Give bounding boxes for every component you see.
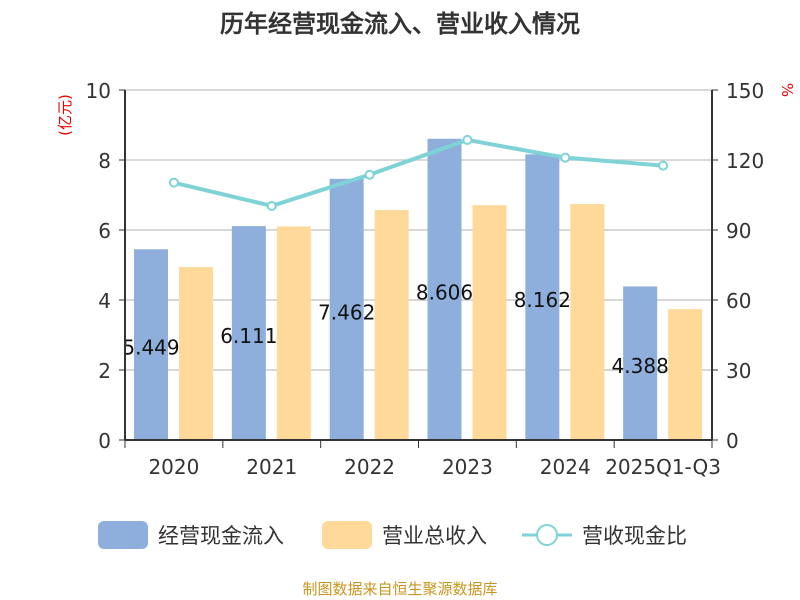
left-tick-label: 2 — [98, 359, 111, 383]
line-point — [168, 177, 179, 188]
right-tick-label: 150 — [726, 79, 764, 103]
right-tick-label: 60 — [726, 289, 751, 313]
bar-经营现金流入 — [427, 138, 462, 441]
x-tick-label: 2020 — [148, 455, 199, 479]
bar-营业总收入 — [276, 226, 311, 440]
left-tick-label: 0 — [98, 429, 111, 453]
legend-swatch — [536, 524, 558, 546]
line-point — [560, 152, 571, 163]
chart-title: 历年经营现金流入、营业收入情况 — [220, 10, 580, 38]
bar-data-label: 5.449 — [122, 336, 179, 360]
right-tick-label: 30 — [726, 359, 751, 383]
x-tick-label: 2025Q1-Q3 — [605, 455, 721, 479]
right-tick-label: 0 — [726, 429, 739, 453]
bar-data-label: 4.388 — [612, 354, 669, 378]
left-axis-label: (亿元) — [56, 94, 74, 136]
bar-经营现金流入 — [134, 249, 168, 440]
bar-营业总收入 — [570, 204, 605, 440]
legend-label: 经营现金流入 — [158, 524, 284, 548]
legend-swatch — [98, 521, 148, 549]
bar-经营现金流入 — [329, 178, 364, 440]
left-tick-label: 6 — [98, 219, 111, 243]
legend-label: 营收现金比 — [582, 524, 687, 548]
bar-经营现金流入 — [231, 226, 266, 440]
x-tick-label: 2022 — [344, 455, 395, 479]
bar-营业总收入 — [374, 210, 409, 440]
right-axis-label: % — [778, 83, 796, 97]
line-point — [364, 169, 375, 180]
line-point — [266, 200, 277, 211]
bar-经营现金流入 — [525, 154, 560, 440]
bar-营业总收入 — [179, 267, 213, 440]
bar-data-label: 8.606 — [416, 280, 473, 304]
bar-data-label: 8.162 — [514, 288, 571, 312]
source-note: 制图数据来自恒生聚源数据库 — [302, 580, 497, 598]
bar-经营现金流入 — [623, 286, 658, 440]
line-point — [462, 134, 473, 145]
bar-data-label: 6.111 — [220, 324, 277, 348]
bar-data-label: 7.462 — [318, 300, 375, 324]
x-tick-label: 2023 — [442, 455, 493, 479]
legend-swatch — [322, 521, 372, 549]
legend-label: 营业总收入 — [382, 524, 487, 548]
bar-营业总收入 — [472, 205, 507, 440]
line-point — [658, 160, 669, 171]
x-tick-label: 2021 — [246, 455, 297, 479]
left-tick-label: 4 — [98, 289, 111, 313]
right-tick-label: 120 — [726, 149, 764, 173]
x-tick-label: 2024 — [540, 455, 591, 479]
left-tick-label: 10 — [86, 79, 111, 103]
line-营收现金比 — [173, 137, 664, 209]
right-tick-label: 90 — [726, 219, 751, 243]
left-tick-label: 8 — [98, 149, 111, 173]
bar-营业总收入 — [668, 309, 703, 440]
